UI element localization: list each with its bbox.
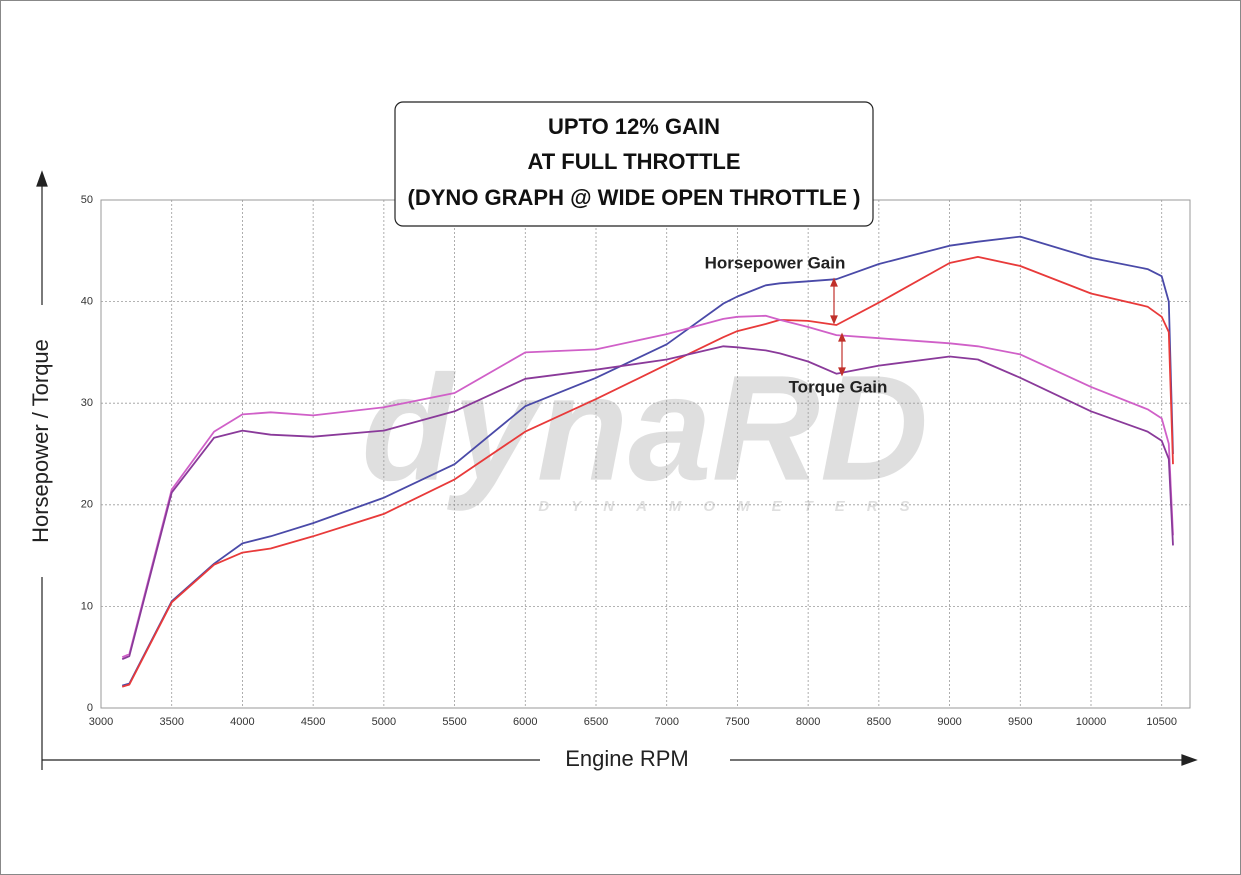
x-tick-label: 7000 — [654, 716, 678, 728]
y-axis-label: Horsepower / Torque — [28, 339, 53, 543]
x-tick-label: 3000 — [89, 716, 113, 728]
x-tick-label: 5000 — [372, 716, 396, 728]
x-tick-label: 6500 — [584, 716, 608, 728]
gain-arrows — [830, 277, 846, 377]
series-line — [121, 235, 1174, 687]
watermark: dynaRD DYNAMOMETERS — [362, 344, 931, 515]
title-box — [394, 101, 874, 227]
title-line: UPTO 12% GAIN — [548, 114, 720, 139]
watermark-sub: DYNAMOMETERS — [538, 498, 931, 515]
x-tick-label: 10000 — [1076, 716, 1107, 728]
y-tick-label: 50 — [81, 194, 93, 206]
y-label-bg — [31, 305, 53, 577]
x-tick-label: 7500 — [725, 716, 749, 728]
y-tick-label: 20 — [81, 499, 93, 511]
annotation: Torque Gain — [789, 377, 888, 396]
watermark-logo: dynaRD — [362, 344, 929, 512]
x-tick-label: 9500 — [1008, 716, 1032, 728]
x-tick-label: 8000 — [796, 716, 820, 728]
y-tick-label: 0 — [87, 702, 93, 714]
x-label-bg — [540, 748, 730, 772]
x-tick-label: 4000 — [230, 716, 254, 728]
y-tick-label: 30 — [81, 397, 93, 409]
series-line — [121, 314, 1174, 659]
x-tick-label: 3500 — [159, 716, 183, 728]
x-tick-label: 9000 — [937, 716, 961, 728]
series-line — [121, 345, 1174, 661]
annotation: Horsepower Gain — [705, 253, 846, 272]
x-axis-label: Engine RPM — [565, 746, 689, 771]
title-line: AT FULL THROTTLE — [527, 149, 740, 174]
series-line — [121, 255, 1174, 688]
x-tick-label: 10500 — [1146, 716, 1177, 728]
x-tick-label: 5500 — [442, 716, 466, 728]
x-tick-label: 8500 — [867, 716, 891, 728]
x-tick-label: 4500 — [301, 716, 325, 728]
y-tick-label: 40 — [81, 296, 93, 308]
y-tick-label: 10 — [81, 600, 93, 612]
x-tick-label: 6000 — [513, 716, 537, 728]
title-line: (DYNO GRAPH @ WIDE OPEN THROTTLE ) — [408, 185, 861, 210]
